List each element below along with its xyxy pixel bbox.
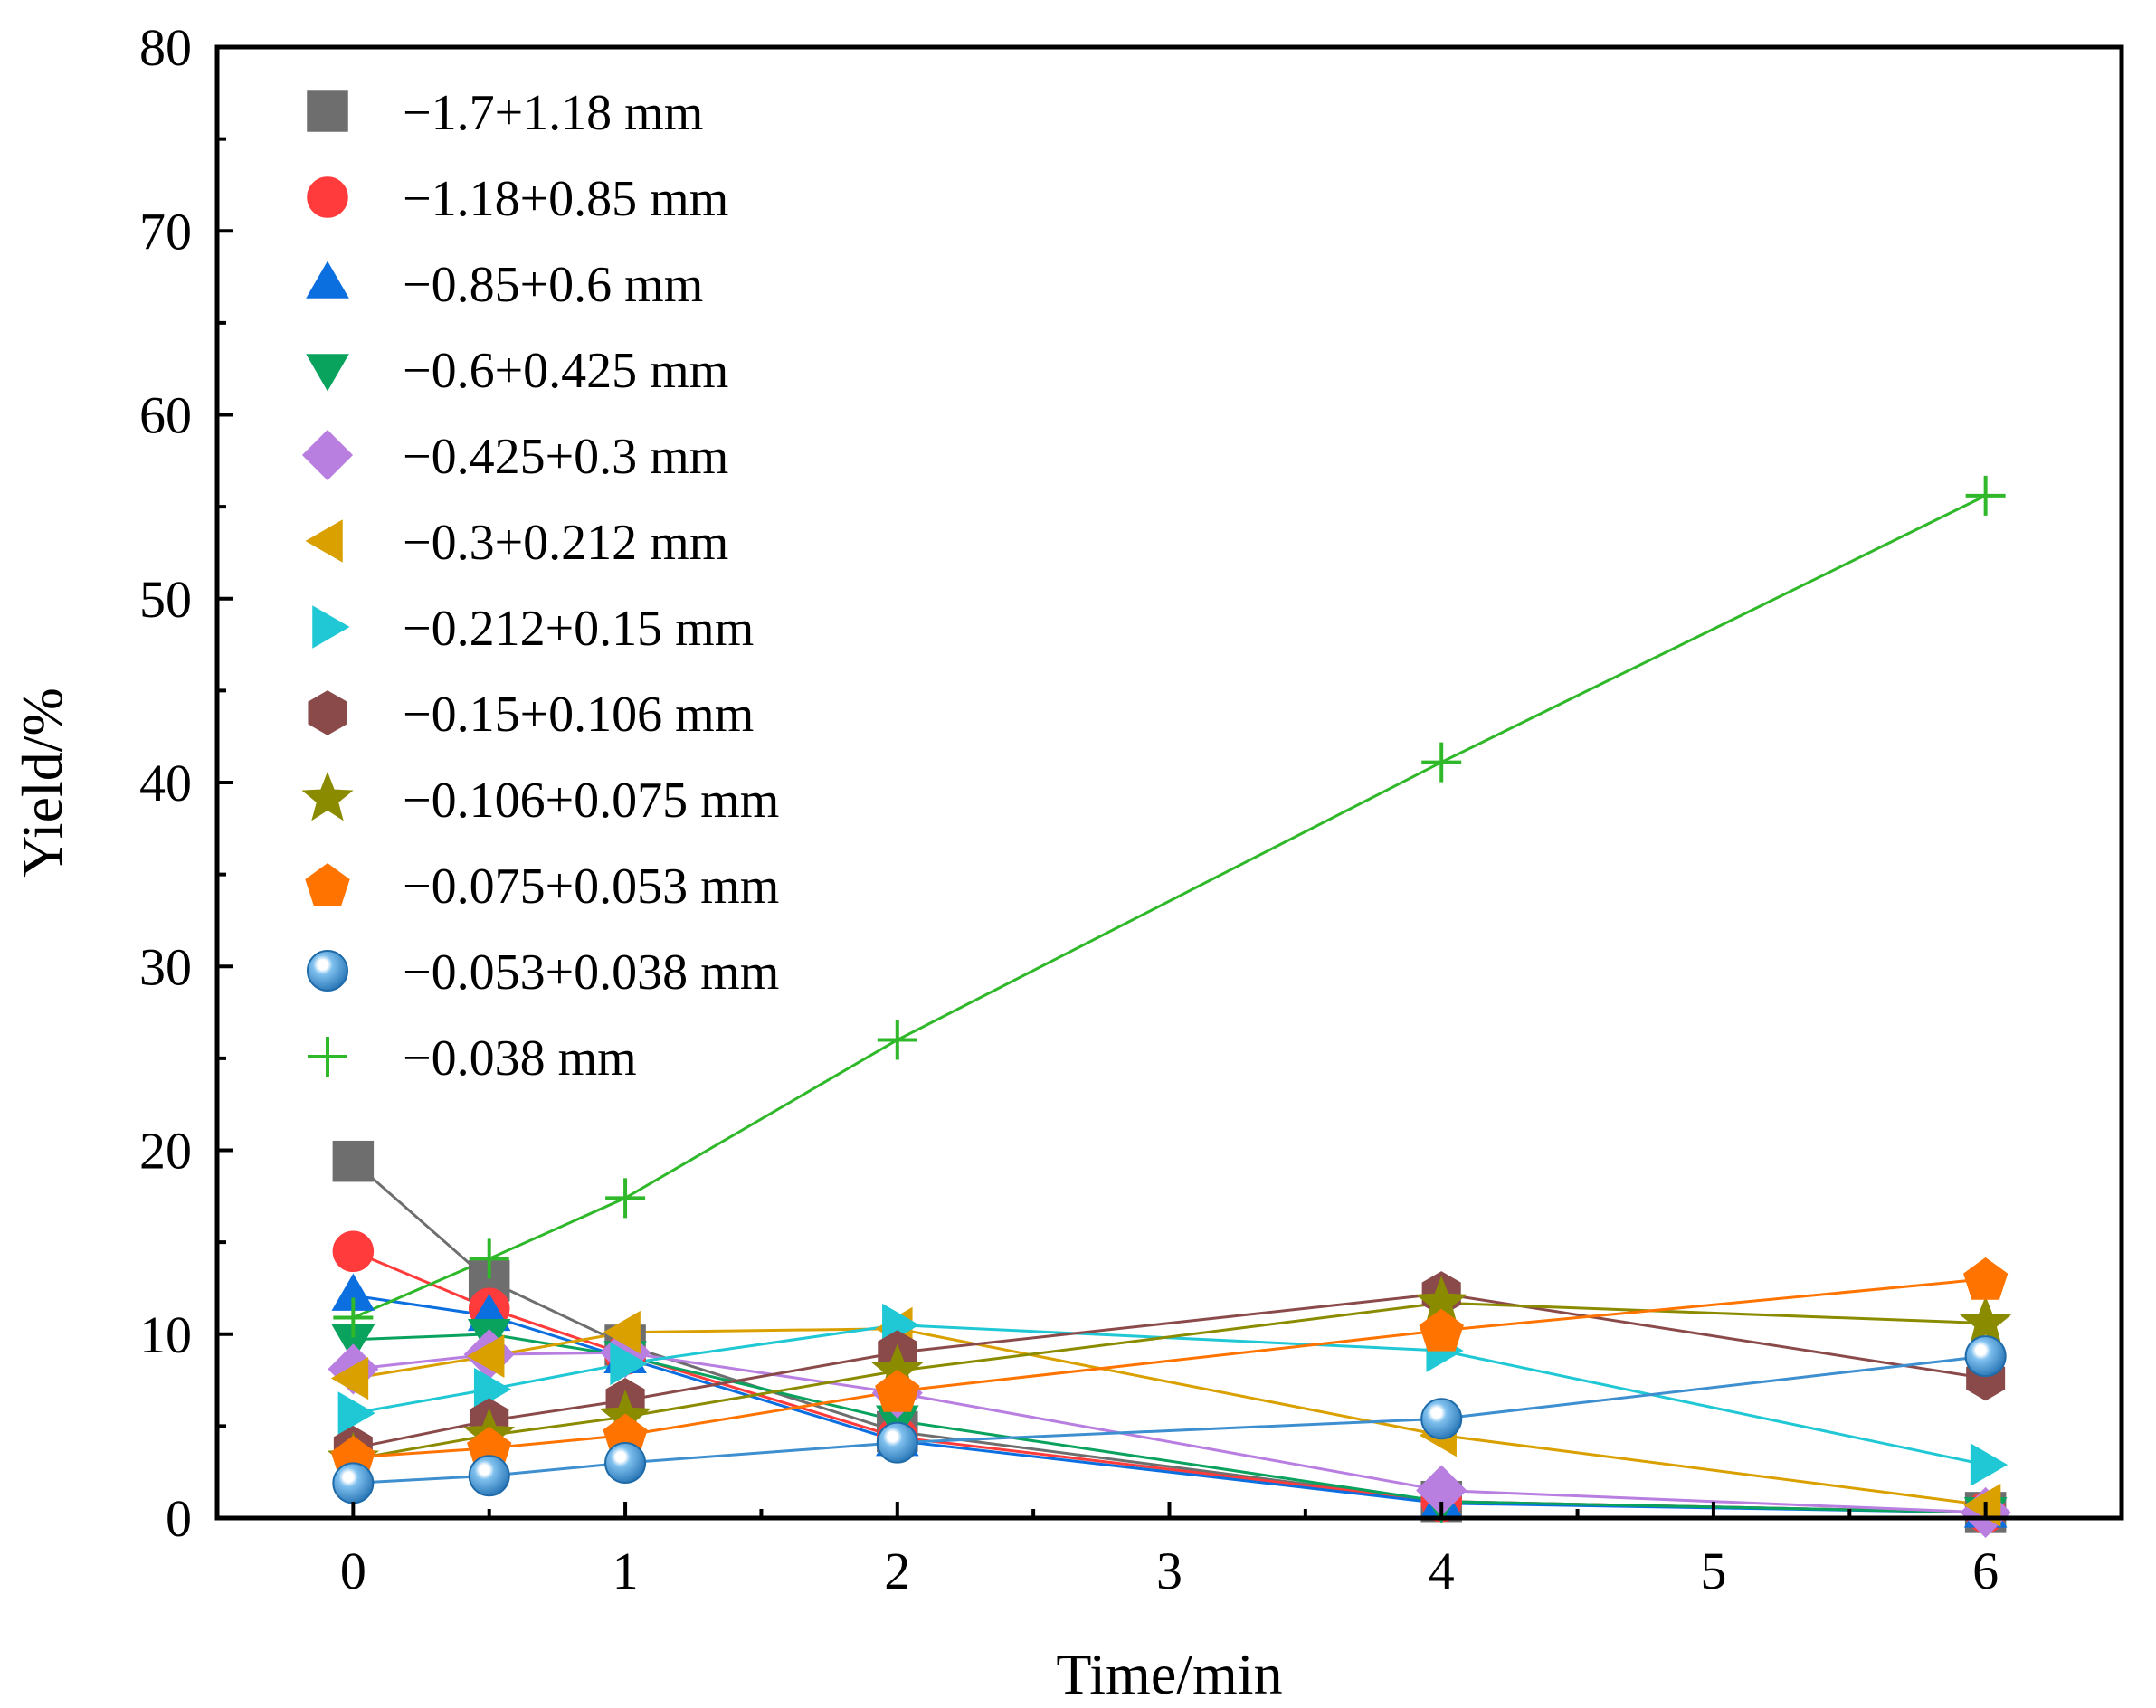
legend: −1.7+1.18 mm −1.18+0.85 mm −0.85+0.6 mm −0.… [301,85,779,1086]
series-line [353,1324,1986,1466]
data-point [337,1391,375,1436]
series-lines [352,494,1987,1514]
data-point [332,1462,375,1504]
x-axis-title: Time/min [1056,1642,1282,1706]
legend-marker [308,690,347,735]
y-tick-label: 40 [139,754,192,812]
x-tick-label: 3 [1156,1542,1182,1600]
data-point [1419,1308,1464,1352]
series-line [353,1327,1986,1507]
data-point [610,1342,648,1386]
data-point [1965,475,2006,516]
legend-marker [305,863,350,906]
series-line [353,1351,1986,1514]
series-line [353,1292,1986,1450]
data-point [1970,1443,2009,1486]
y-tick-label: 20 [139,1122,192,1181]
data-point [468,1455,510,1497]
legend-label: −0.85+0.6 mm [403,257,703,313]
legend-label: −0.3+0.212 mm [403,515,728,571]
legend-label: −0.038 mm [403,1030,637,1086]
legend-marker [301,429,354,481]
x-axis: 0 1 2 3 4 5 6 [340,1502,1999,1600]
data-point [877,1020,917,1060]
x-tick-label: 1 [613,1542,639,1600]
y-tick-label: 50 [139,570,192,629]
data-point [876,1421,918,1464]
series-line [353,1301,1986,1461]
x-tick-label: 2 [884,1542,910,1600]
legend-marker [307,90,348,132]
legend-marker [305,519,343,563]
x-tick-label: 5 [1700,1542,1726,1600]
y-tick-label: 70 [139,202,192,261]
series-markers [327,475,2012,1538]
y-axis-title: Yield/% [10,688,74,878]
legend-marker [306,261,349,299]
legend-label: −1.7+1.18 mm [403,85,703,141]
legend-label: −0.075+0.053 mm [403,859,779,915]
series-line [353,1333,1986,1514]
legend-label: −0.053+0.038 mm [403,944,779,1001]
x-tick-label: 6 [1972,1542,1999,1600]
legend-label: −0.212+0.15 mm [403,601,754,657]
x-tick-label: 4 [1429,1542,1455,1600]
legend-marker [312,605,350,649]
data-point [332,1230,375,1273]
x-tick-label: 0 [340,1542,366,1600]
series-line [353,1277,1986,1459]
data-point [332,1140,375,1182]
legend-label: −0.425+0.3 mm [403,429,728,485]
data-point [1421,742,1462,783]
legend-marker [308,1037,347,1077]
data-point [605,1178,646,1219]
data-point [333,1297,374,1338]
series-line [353,1294,1986,1514]
legend-label: −0.106+0.075 mm [403,773,779,829]
data-point [469,1238,509,1279]
legend-marker [307,950,348,992]
y-tick-label: 60 [139,386,192,445]
data-point [1964,1335,2007,1378]
series-line [353,1354,1986,1485]
series-line [352,494,1987,1319]
legend-marker [306,354,349,392]
data-point [603,1310,641,1354]
data-point [1963,1257,2009,1300]
data-point [604,1442,647,1485]
data-point [473,1367,512,1411]
legend-label: −0.15+0.106 mm [403,687,754,743]
legend-marker [307,176,348,218]
data-point [875,1369,920,1412]
legend-label: −0.6+0.425 mm [403,343,728,399]
y-axis: 0 10 20 30 40 50 60 70 80 [139,18,233,1548]
y-tick-label: 0 [166,1489,192,1548]
legend-label: −1.18+0.85 mm [403,171,728,227]
data-point [1420,1398,1463,1440]
data-point [330,1356,369,1400]
y-tick-label: 10 [139,1305,192,1364]
data-point [1960,1295,2012,1345]
y-tick-label: 30 [139,937,192,996]
data-point [1963,1484,2001,1527]
legend-marker [301,771,354,821]
data-point [467,1334,505,1379]
y-tick-label: 80 [139,18,192,77]
